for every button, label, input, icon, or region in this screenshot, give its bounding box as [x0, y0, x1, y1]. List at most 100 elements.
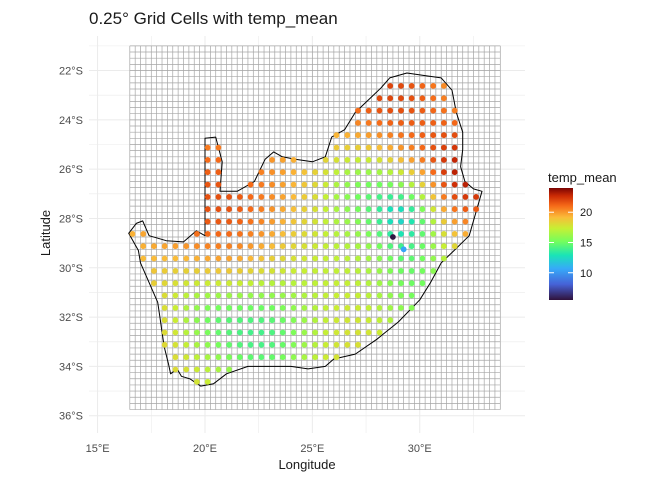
data-point [312, 341, 318, 348]
data-point [387, 194, 394, 200]
data-point [226, 292, 233, 299]
data-point [172, 317, 179, 324]
data-point [204, 181, 211, 188]
data-point [322, 243, 329, 250]
data-point [172, 292, 179, 299]
data-point [226, 329, 233, 336]
data-point [462, 206, 469, 213]
data-point [269, 157, 275, 163]
data-point [365, 144, 372, 151]
data-point [355, 107, 361, 114]
data-point [215, 157, 222, 163]
data-point [237, 354, 243, 361]
data-point [226, 317, 233, 324]
data-point [194, 317, 200, 324]
data-point [376, 268, 383, 274]
y-tick-label: 26°S [59, 164, 83, 176]
data-point [398, 107, 404, 114]
data-point [355, 194, 361, 200]
data-point [419, 95, 426, 102]
data-point [258, 354, 265, 361]
data-point [258, 194, 265, 200]
data-point [279, 181, 286, 188]
data-point [215, 181, 222, 188]
data-point [322, 329, 329, 336]
data-point [441, 231, 447, 237]
data-point [204, 317, 211, 324]
data-point [279, 194, 286, 200]
data-point [247, 218, 254, 225]
data-point [344, 305, 351, 311]
data-point [258, 268, 265, 274]
data-point [269, 206, 275, 213]
data-point [355, 120, 361, 126]
data-point [194, 255, 200, 262]
data-point [355, 317, 361, 324]
data-point [376, 255, 383, 262]
data-point [398, 194, 404, 200]
data-point [462, 194, 469, 200]
data-point [312, 255, 318, 262]
data-point [258, 231, 265, 237]
data-point [451, 231, 458, 237]
data-point [226, 280, 233, 287]
data-point [269, 292, 275, 299]
data-point [451, 132, 458, 139]
data-point [387, 181, 394, 188]
data-point [333, 144, 340, 151]
x-tick-label: 25°E [300, 443, 324, 455]
data-point [301, 255, 308, 262]
data-point [215, 243, 222, 250]
x-tick-label: 20°E [193, 443, 217, 455]
data-point [333, 341, 340, 348]
data-point [290, 243, 297, 250]
data-point [419, 157, 426, 163]
data-point [322, 341, 329, 348]
data-point [408, 83, 415, 89]
data-point [355, 169, 361, 176]
data-point [441, 194, 447, 200]
data-point [376, 95, 383, 102]
data-point [451, 157, 458, 163]
data-point [204, 366, 211, 373]
data-point [355, 132, 361, 139]
y-tick-label: 32°S [59, 312, 83, 324]
data-point [194, 268, 200, 274]
data-point [451, 206, 458, 213]
data-point [473, 206, 479, 213]
data-point [247, 341, 254, 348]
data-point [387, 280, 394, 287]
data-point [279, 231, 286, 237]
data-point [301, 194, 308, 200]
data-point [344, 280, 351, 287]
data-point [387, 120, 394, 126]
data-point [419, 107, 426, 114]
data-point [247, 206, 254, 213]
data-point [258, 280, 265, 287]
data-point [376, 329, 383, 336]
data-point [247, 231, 254, 237]
data-point [204, 280, 211, 287]
data-point [365, 231, 372, 237]
data-point [387, 243, 394, 250]
data-point [161, 268, 168, 274]
x-tick-label: 15°E [86, 443, 110, 455]
data-point [183, 243, 190, 250]
data-point [269, 181, 275, 188]
data-point [365, 157, 372, 163]
y-tick-label: 22°S [59, 66, 83, 78]
data-point [387, 157, 394, 163]
data-point [333, 255, 340, 262]
data-point [312, 292, 318, 299]
data-point [344, 292, 351, 299]
data-point [376, 120, 383, 126]
data-point [279, 292, 286, 299]
data-point [183, 329, 190, 336]
data-point [322, 255, 329, 262]
data-point [376, 231, 383, 237]
data-point [365, 132, 372, 139]
data-point [376, 132, 383, 139]
data-point [322, 305, 329, 311]
data-point [301, 329, 308, 336]
data-point [237, 243, 243, 250]
